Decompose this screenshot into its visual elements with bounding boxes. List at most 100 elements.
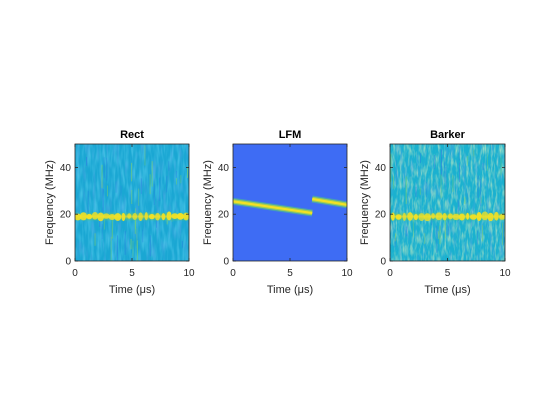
texture-streak [436,225,438,253]
texture-streak [102,189,104,213]
texture-streak [101,224,103,239]
texture-streak [138,188,140,206]
texture-streak [502,222,504,246]
band-pulse [171,213,179,220]
texture-streak [111,214,113,239]
texture-streak [144,145,146,166]
band-pulse [447,213,453,220]
texture-streak [466,193,468,220]
band-pulse [166,211,172,221]
texture-streak [394,237,396,248]
x-tick-label: 5 [129,268,135,279]
chart-title: LFM [279,129,302,141]
band-pulse [481,211,489,221]
texture-streak [500,156,502,176]
band-pulse [458,213,465,221]
chart-title: Rect [120,129,144,141]
x-axis-label: Time (μs) [424,284,470,296]
x-tick-label: 10 [183,268,195,279]
texture-streak [176,178,177,185]
texture-streak [134,216,136,234]
band-pulse [144,212,148,221]
texture-streak [444,217,446,239]
band-pulse [476,212,482,221]
texture-streak [131,162,133,182]
texture-streak [159,177,161,202]
band-pulse [155,213,161,221]
texture-streak [168,161,170,171]
band-pulse [469,214,477,220]
sweep-line [312,197,347,206]
chart-panel-rect: 0 5 10 0 20 40 Rect Time (μs) Frequency (MHz) [44,129,195,296]
texture-streak [149,235,151,257]
x-tick-label: 10 [499,268,511,279]
texture-streak [149,174,151,195]
y-tick-label: 0 [380,257,386,268]
band-pulse [138,212,143,221]
chart-panel-lfm: 0 5 10 0 20 40 LFM Time (μs) Frequency (MHz) [202,129,353,296]
texture-streak [151,161,153,187]
band-pulse [86,213,93,220]
texture-streak [117,235,118,261]
band-pulse [91,212,99,220]
texture-streak [434,154,436,170]
y-axis-label: Frequency (MHz) [359,160,371,245]
x-axis-label: Time (μs) [109,284,155,296]
texture-streak [94,233,96,246]
band-pulse [402,212,407,221]
band-pulse [391,212,395,221]
texture-streak [175,170,177,178]
band-pulse [183,212,189,221]
band-pulse [80,212,87,221]
x-tick-label: 0 [72,268,78,279]
band-pulse [442,213,447,221]
band-pulse [121,212,126,222]
x-tick-label: 5 [287,268,293,279]
texture-streak [473,149,475,157]
texture-streak [502,222,504,245]
texture-streak [464,197,466,204]
band-pulse [102,213,110,219]
texture-streak [103,216,105,230]
texture-streak [419,188,421,195]
y-tick-label: 40 [218,163,230,174]
texture-streak [110,236,112,261]
heatmap-texture-dark [390,144,505,261]
feature-band [390,211,505,222]
texture-streak [390,154,392,182]
texture-streak [467,155,469,166]
texture-streak [106,157,107,181]
texture-streak [412,213,414,238]
texture-streak [142,229,144,243]
texture-streak [86,157,87,166]
y-tick-label: 0 [223,257,229,268]
texture-streak [415,186,417,198]
texture-streak [452,175,454,192]
texture-streak [166,175,168,193]
texture-streak [406,226,408,237]
texture-streak [395,233,397,242]
plot-area [390,144,505,261]
band-pulse [423,213,431,222]
band-pulse [494,211,499,221]
texture-streak [120,185,122,213]
band-pulse [418,213,425,222]
texture-streak [438,231,439,239]
texture-streak [140,178,142,194]
band-pulse [114,213,122,221]
band-pulse [75,213,82,221]
chart-panel-barker: 0 5 10 0 20 40 Barker Time (μs) Frequency (MHz) [359,129,511,296]
band-pulse [435,212,443,221]
band-pulse [176,213,184,220]
band-pulse [466,212,470,220]
texture-streak [458,146,460,161]
texture-streak [482,162,484,171]
band-pulse [161,213,166,221]
texture-streak [447,213,449,236]
y-tick-label: 40 [60,163,72,174]
texture-streak [101,164,103,189]
band-pulse [108,214,116,220]
band-pulse [499,214,505,220]
texture-streak [440,174,442,198]
chart-title: Barker [430,129,466,141]
